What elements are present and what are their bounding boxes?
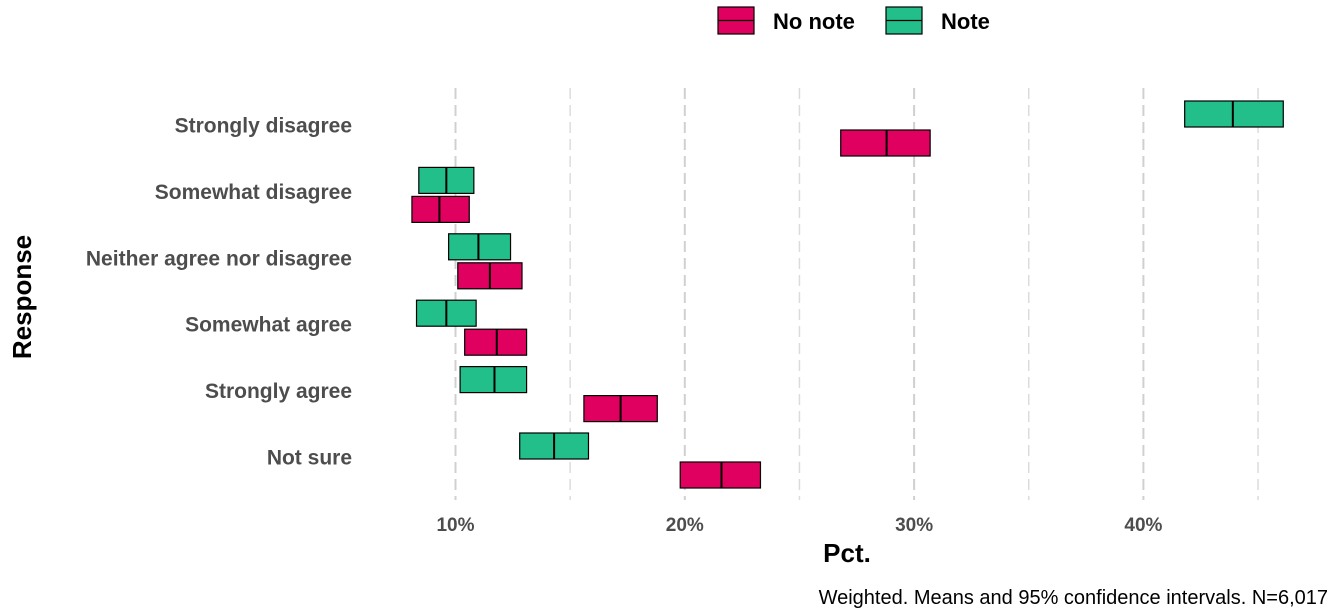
legend-item-note: Note: [885, 6, 990, 35]
crossbar-no-note-not-sure: [679, 461, 762, 489]
y-axis-title: Response: [7, 235, 37, 359]
category-label-somewhat-disagree: Somewhat disagree: [155, 181, 352, 204]
legend-label-no-note: No note: [773, 9, 855, 34]
category-label-neither-agree-nor-disagree: Neither agree nor disagree: [86, 247, 352, 270]
ci-box: [679, 461, 762, 489]
ci-box: [1184, 100, 1284, 128]
crossbar-no-note-somewhat-disagree: [411, 195, 470, 223]
category-labels: Strongly disagree Somewhat disagree Neithe…: [86, 115, 352, 470]
ci-box: [464, 328, 528, 356]
x-tick-label: 30%: [895, 515, 933, 536]
x-axis-title: Pct.: [823, 538, 871, 568]
crossbar-note-strongly-agree: [459, 366, 528, 394]
ci-box: [840, 129, 931, 157]
category-label-not-sure: Not sure: [267, 447, 352, 470]
crossbar-no-note-somewhat-agree: [464, 328, 528, 356]
x-tick-labels: 10% 20% 30% 40%: [436, 515, 1162, 536]
x-tick-label: 10%: [436, 515, 474, 536]
ci-box: [448, 233, 512, 261]
crossbar-note-neither-agree-nor-disagree: [448, 233, 512, 261]
grid-lines: [454, 88, 1259, 500]
crossbar-note-somewhat-agree: [415, 299, 477, 327]
legend-item-no-note: No note: [717, 6, 855, 35]
category-label-strongly-disagree: Strongly disagree: [175, 115, 352, 138]
crossbar-no-note-strongly-disagree: [840, 129, 931, 157]
crossbar-note-somewhat-disagree: [418, 166, 475, 194]
x-tick-label: 40%: [1124, 515, 1162, 536]
legend: No note Note: [717, 6, 990, 35]
caption: Weighted. Means and 95% confidence inter…: [819, 587, 1328, 609]
crossbar-note-strongly-disagree: [1184, 100, 1284, 128]
crossbar-no-note-strongly-agree: [583, 395, 658, 423]
crossbar-note-not-sure: [519, 432, 590, 460]
ci-box: [459, 366, 528, 394]
category-label-somewhat-agree: Somewhat agree: [185, 314, 352, 337]
x-tick-label: 20%: [666, 515, 704, 536]
category-label-strongly-agree: Strongly agree: [205, 380, 352, 403]
legend-label-note: Note: [941, 9, 990, 34]
data-marks: [411, 100, 1284, 489]
ci-box: [411, 195, 470, 223]
crossbar-no-note-neither-agree-nor-disagree: [457, 262, 523, 290]
